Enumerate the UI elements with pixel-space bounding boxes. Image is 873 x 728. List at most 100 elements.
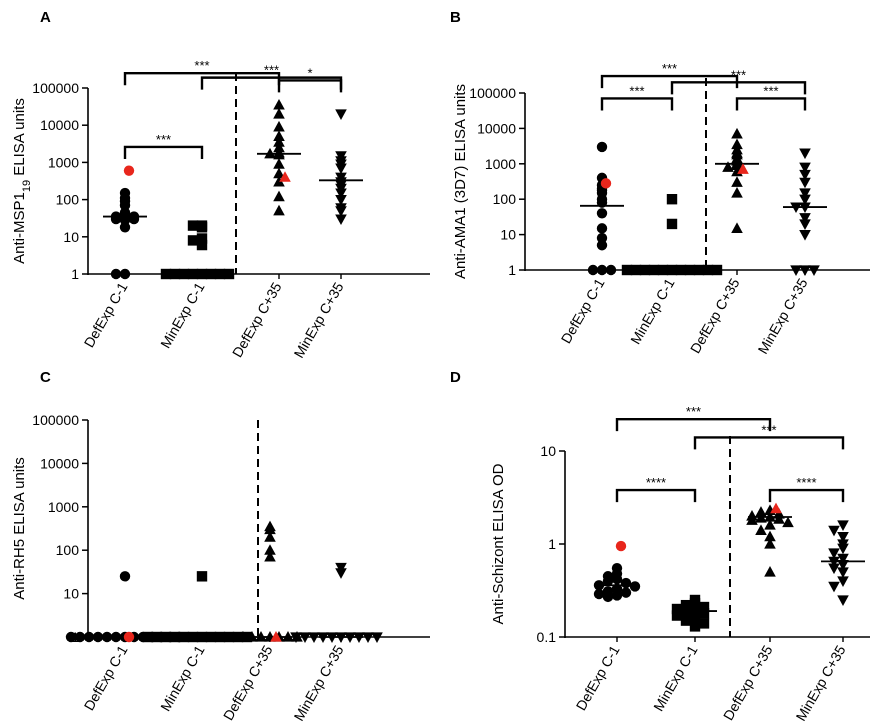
data-point xyxy=(799,188,811,199)
data-point xyxy=(782,516,794,528)
y-axis-label: Anti-RH5 ELISA units xyxy=(11,457,28,600)
panel-letter: B xyxy=(450,9,461,26)
data-point xyxy=(119,268,131,280)
data-point xyxy=(142,631,154,643)
data-point xyxy=(689,612,701,624)
highlight-point xyxy=(600,178,612,189)
data-point xyxy=(731,222,743,233)
data-point xyxy=(639,264,651,276)
data-point xyxy=(828,581,840,593)
data-point xyxy=(773,513,785,524)
y-tick-label: 1000 xyxy=(48,154,79,170)
significance-label: * xyxy=(307,65,312,80)
data-point xyxy=(689,598,701,609)
data-point xyxy=(264,550,276,562)
data-point xyxy=(621,264,633,276)
significance-label: *** xyxy=(629,83,644,98)
data-point xyxy=(335,195,347,206)
data-point xyxy=(837,532,849,543)
data-point xyxy=(119,571,131,582)
x-tick-label: DefExp C+35 xyxy=(720,642,776,723)
significance-bracket xyxy=(600,97,674,111)
data-point xyxy=(680,615,692,626)
highlight-point xyxy=(770,502,782,514)
y-tick-label: 100 xyxy=(56,542,80,558)
significance-label: *** xyxy=(194,58,209,73)
y-tick-label: 10 xyxy=(500,227,516,243)
data-point xyxy=(837,560,849,571)
significance-bracket xyxy=(768,488,845,503)
data-point xyxy=(764,530,776,542)
data-point xyxy=(335,214,347,226)
panel-d: D 0.1 1 10 Anti-Schizont ELISA OD DefExp C-1 M… xyxy=(450,369,870,724)
data-point xyxy=(273,136,285,147)
data-point xyxy=(241,631,253,643)
data-point xyxy=(666,194,678,205)
data-point xyxy=(722,161,734,172)
data-point xyxy=(731,186,743,198)
data-point xyxy=(790,265,802,276)
significance-label: *** xyxy=(264,63,279,78)
significance-label: *** xyxy=(686,404,701,419)
data-point xyxy=(160,631,172,643)
significance-bracket xyxy=(123,145,204,159)
data-point xyxy=(232,631,244,643)
y-tick-label: 10 xyxy=(63,586,79,602)
data-point xyxy=(596,208,608,219)
data-point xyxy=(698,601,710,613)
highlight-point xyxy=(270,631,282,642)
significance-bracket xyxy=(693,436,845,450)
y-tick-label: 1 xyxy=(508,262,516,278)
data-point xyxy=(698,608,710,619)
data-point xyxy=(680,599,692,611)
data-point xyxy=(273,158,285,169)
data-point xyxy=(264,523,276,535)
data-point xyxy=(837,543,849,555)
data-point xyxy=(587,264,599,276)
data-point xyxy=(828,563,840,575)
significance-label: *** xyxy=(761,422,776,437)
data-point xyxy=(74,631,86,643)
data-point xyxy=(237,631,249,642)
data-point xyxy=(828,525,840,537)
y-axis-label: Anti-Schizont ELISA OD xyxy=(490,463,507,624)
data-point xyxy=(290,632,302,643)
data-point xyxy=(119,200,131,211)
y-axis-label-tail: ELISA units xyxy=(11,98,28,180)
data-point xyxy=(169,268,181,280)
data-point xyxy=(680,608,692,619)
data-point xyxy=(273,141,285,153)
y-axis-label-main: Anti-Schizont ELISA OD xyxy=(490,463,507,624)
data-point xyxy=(593,588,605,600)
x-tick-label: MinExp C-1 xyxy=(157,279,208,351)
highlight-point xyxy=(737,163,749,174)
data-point xyxy=(335,188,347,200)
data-point xyxy=(799,162,811,174)
data-point xyxy=(335,206,347,217)
data-point xyxy=(273,130,285,141)
x-tick-label: MinExp C+35 xyxy=(755,275,811,356)
y-tick-label: 10000 xyxy=(477,120,516,136)
x-tick-label: MinExp C-1 xyxy=(650,642,701,714)
data-point xyxy=(273,167,285,179)
y-tick-label: 10000 xyxy=(40,117,79,133)
data-point xyxy=(92,631,104,643)
data-point xyxy=(693,264,705,276)
data-point xyxy=(196,239,208,251)
data-point xyxy=(335,562,347,574)
data-point xyxy=(611,573,623,585)
highlight-point xyxy=(123,631,135,643)
y-axis-label-main: Anti-MSP1 xyxy=(11,192,28,264)
significance-label: *** xyxy=(763,83,778,98)
data-point xyxy=(602,591,614,603)
data-point xyxy=(837,520,849,532)
data-point xyxy=(362,632,374,643)
data-point xyxy=(299,632,311,643)
data-point xyxy=(620,577,632,589)
data-point xyxy=(110,268,122,280)
significance-bracket xyxy=(670,81,807,95)
data-point xyxy=(273,190,285,202)
data-point xyxy=(264,531,276,542)
y-tick-label: 100000 xyxy=(32,80,79,96)
